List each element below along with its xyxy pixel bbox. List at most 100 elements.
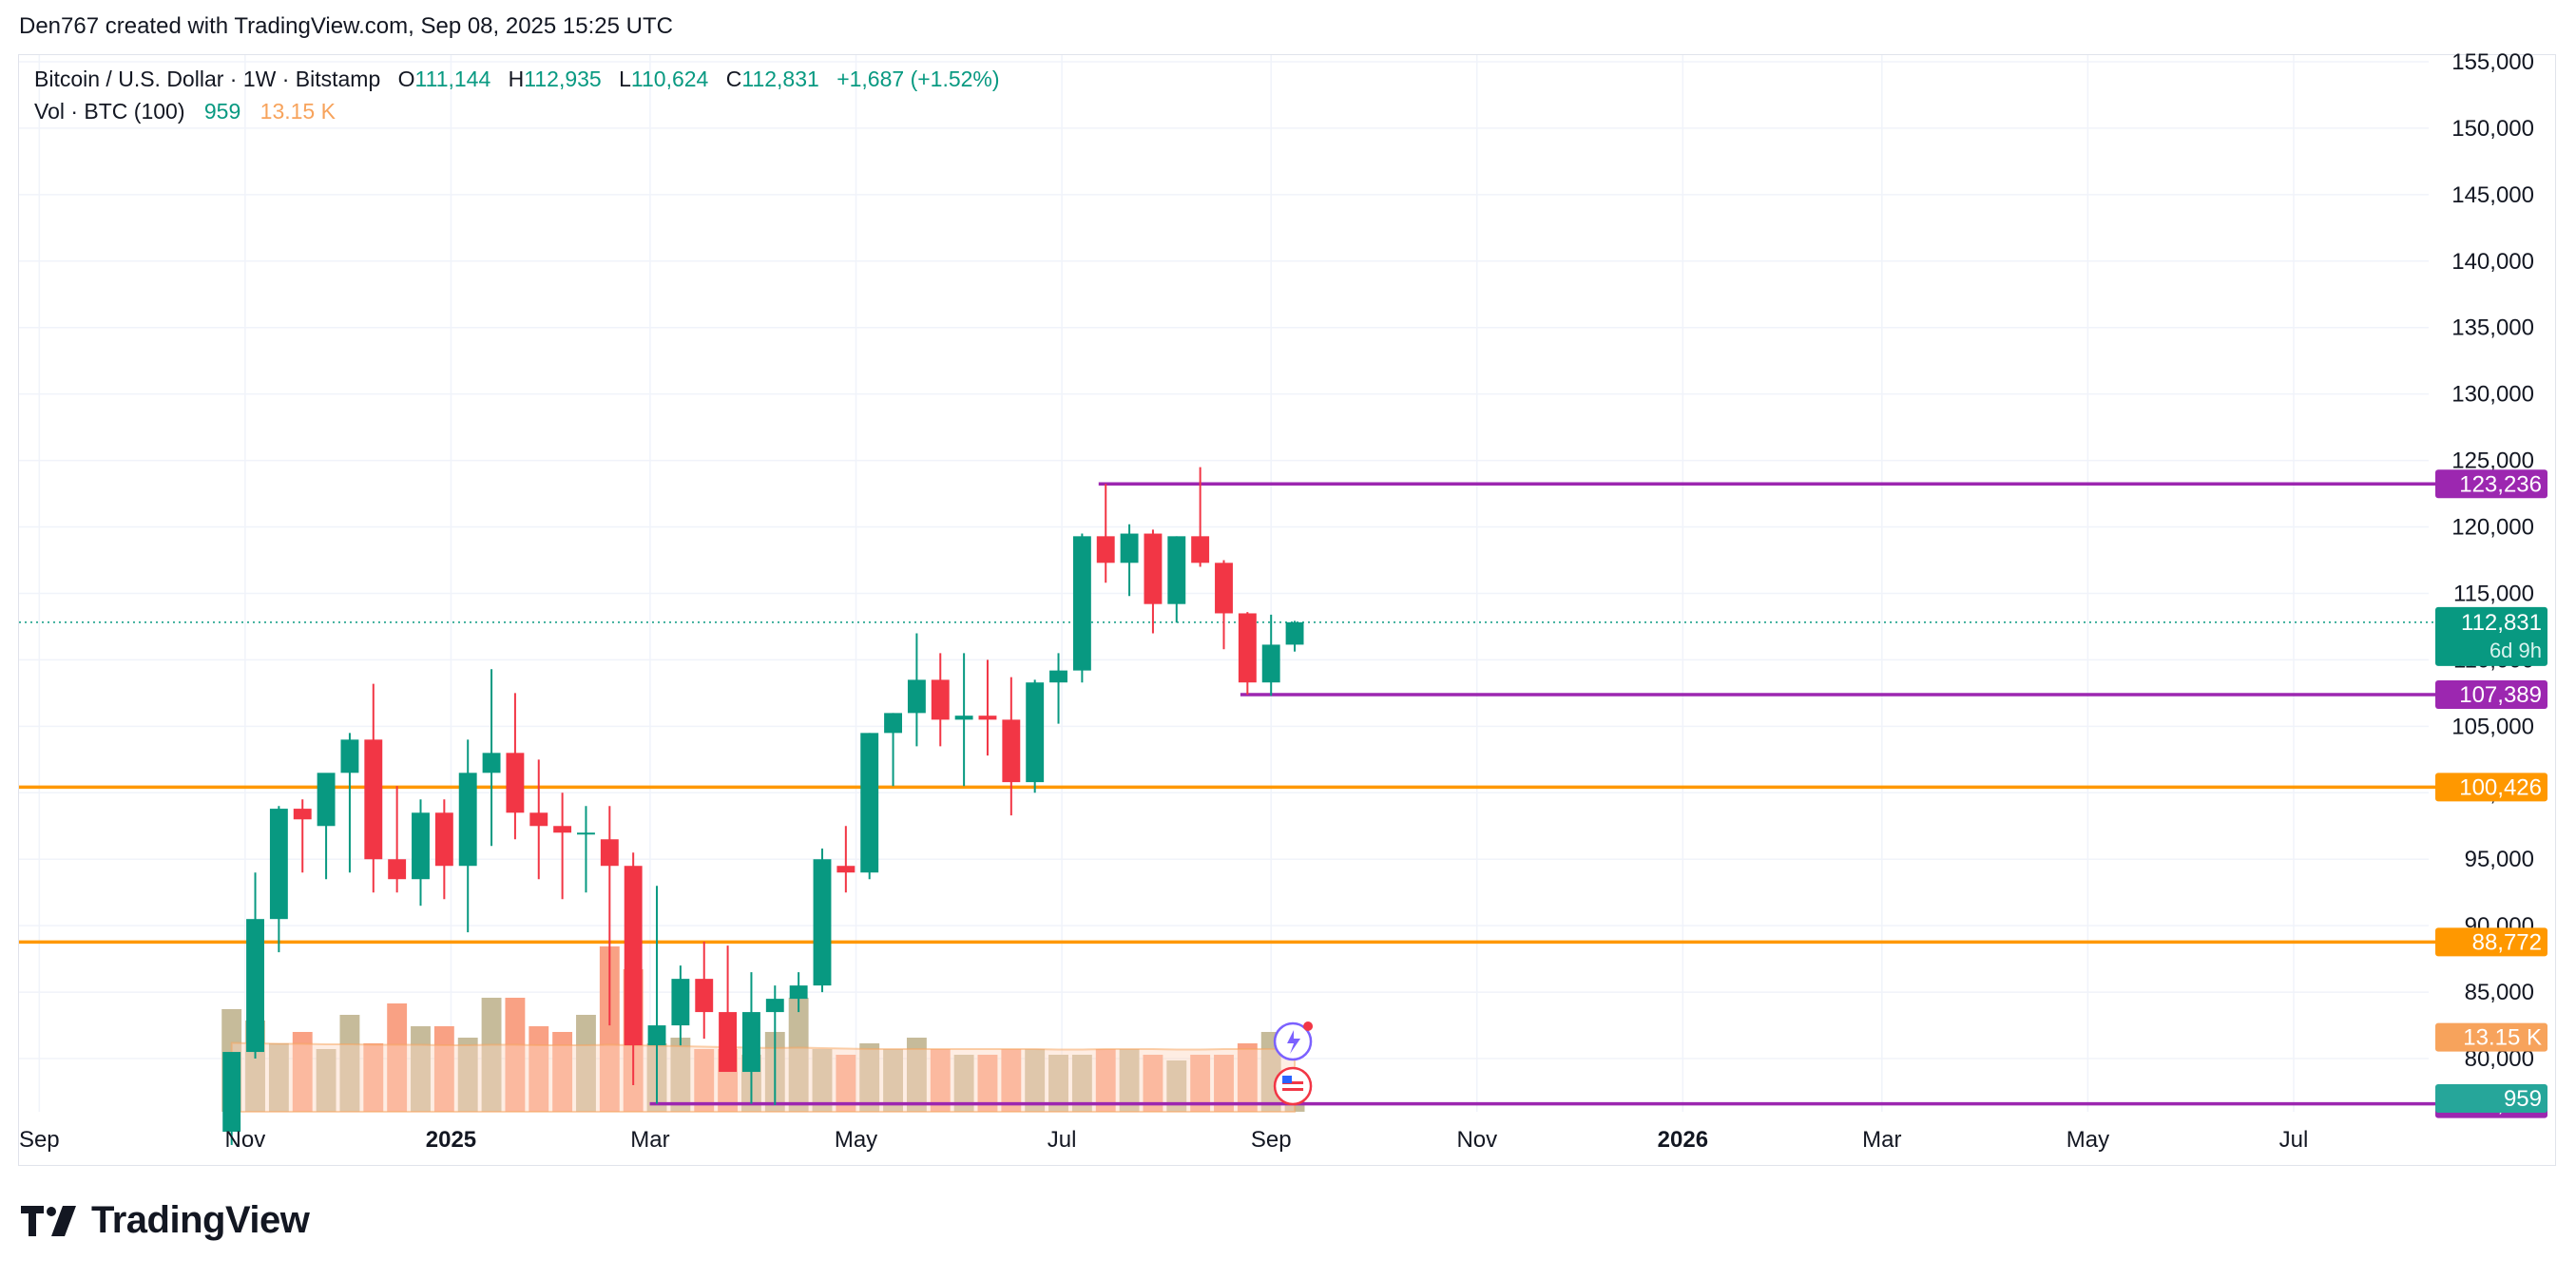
- tradingview-logo-icon: [21, 1205, 76, 1236]
- candle-body[interactable]: [931, 679, 950, 720]
- volume-bar: [433, 1026, 454, 1112]
- volume-badge-label: 959: [2504, 1086, 2542, 1112]
- volume-bar: [363, 1043, 384, 1112]
- level-price-badge-label: 88,772: [2472, 929, 2542, 955]
- price-axis-label: 140,000: [2451, 249, 2534, 275]
- volume-ma-area: [230, 1041, 1297, 1113]
- candle-body[interactable]: [860, 733, 879, 873]
- candle-body[interactable]: [1215, 563, 1233, 614]
- candle-body[interactable]: [600, 839, 619, 867]
- time-axis-label: Sep: [1251, 1127, 1292, 1153]
- candle-body[interactable]: [671, 979, 690, 1026]
- tradingview-logo[interactable]: TradingView: [21, 1199, 310, 1242]
- candle-body[interactable]: [884, 713, 903, 734]
- open-label: O: [397, 67, 415, 91]
- level-price-badge-label: 100,426: [2459, 774, 2542, 800]
- candle-body[interactable]: [695, 979, 714, 1013]
- time-axis-label: Nov: [225, 1127, 266, 1153]
- candle-body[interactable]: [813, 859, 832, 986]
- volume-bar: [457, 1038, 478, 1112]
- candle-body[interactable]: [553, 826, 572, 833]
- candle-body[interactable]: [719, 1012, 738, 1073]
- volume-label: Vol · BTC (100): [34, 99, 185, 124]
- candle-body[interactable]: [1002, 719, 1021, 783]
- candle-body[interactable]: [1261, 644, 1280, 683]
- notification-dot-icon: [1303, 1021, 1314, 1031]
- volume-legend: Vol · BTC (100) 959 13.15 K: [34, 99, 339, 124]
- candle-body[interactable]: [222, 1052, 241, 1132]
- candle-body[interactable]: [1026, 682, 1045, 783]
- candle-body[interactable]: [340, 739, 359, 773]
- candle-body[interactable]: [624, 866, 643, 1046]
- candle-body[interactable]: [364, 739, 383, 860]
- volume-bar: [529, 1026, 549, 1112]
- volume-bar: [505, 998, 526, 1112]
- time-axis-label: Mar: [630, 1127, 669, 1153]
- flag-canton: [1282, 1076, 1293, 1083]
- candle-body[interactable]: [506, 753, 525, 813]
- candle-body[interactable]: [482, 753, 501, 773]
- candle-body[interactable]: [1191, 536, 1210, 563]
- candle-body[interactable]: [412, 812, 430, 880]
- candle-body[interactable]: [269, 809, 288, 920]
- candle-body[interactable]: [1096, 536, 1115, 563]
- candle-body[interactable]: [1120, 533, 1139, 563]
- us-flag-event-icon[interactable]: [1273, 1066, 1313, 1106]
- open-value: 111,144: [414, 67, 491, 91]
- candle-body[interactable]: [907, 679, 926, 714]
- volume-ma-value: 13.15 K: [260, 99, 336, 124]
- candle-body[interactable]: [246, 919, 264, 1053]
- price-axis-label: 150,000: [2451, 116, 2534, 142]
- volume-bar: [316, 1049, 336, 1112]
- candle-body[interactable]: [1144, 533, 1163, 604]
- price-axis-label: 105,000: [2451, 714, 2534, 739]
- candle-body[interactable]: [1238, 613, 1257, 683]
- candle-body[interactable]: [765, 999, 784, 1013]
- volume-badge-label: 13.15 K: [2463, 1025, 2542, 1051]
- lightning-bolt-icon: [1287, 1030, 1301, 1054]
- volume-bar: [1237, 1043, 1258, 1112]
- last-price-badge-label: 112,831: [2461, 610, 2542, 636]
- volume-badge: [2435, 1022, 2547, 1052]
- price-legend: Bitcoin / U.S. Dollar · 1W · Bitstamp O1…: [34, 67, 1004, 92]
- time-axis-label: Jul: [2279, 1127, 2309, 1153]
- level-price-badge-label: 123,236: [2459, 471, 2542, 497]
- candle-body[interactable]: [789, 985, 808, 1000]
- volume-bar: [670, 1038, 691, 1112]
- price-axis-label: 135,000: [2451, 315, 2534, 341]
- candle-body[interactable]: [293, 809, 312, 820]
- attribution: Den767 created with TradingView.com, Sep…: [19, 13, 673, 39]
- candle-body[interactable]: [647, 1025, 666, 1046]
- time-axis-label: Sep: [19, 1127, 60, 1153]
- level-price-badge: [2435, 773, 2547, 802]
- volume-bar: [1048, 1055, 1068, 1112]
- candle-body[interactable]: [1049, 670, 1067, 683]
- candle-body[interactable]: [1285, 621, 1304, 645]
- price-axis-label: 85,000: [2465, 980, 2534, 1005]
- candle-body[interactable]: [434, 812, 453, 867]
- candle-body[interactable]: [529, 812, 548, 827]
- volume-bar: [788, 998, 809, 1112]
- candle-body[interactable]: [1072, 536, 1091, 671]
- flag-stripe: [1282, 1081, 1304, 1084]
- countdown-label: 6d 9h: [2489, 639, 2542, 662]
- candle-body[interactable]: [388, 859, 407, 880]
- candle-body[interactable]: [836, 866, 855, 873]
- flag-stripe: [1282, 1088, 1304, 1091]
- candle-body[interactable]: [317, 773, 336, 827]
- volume-bar: [552, 1032, 573, 1112]
- candle-body[interactable]: [978, 716, 997, 720]
- time-axis-label: May: [835, 1127, 877, 1153]
- volume-bar: [1071, 1055, 1092, 1112]
- volume-bar: [411, 1026, 431, 1112]
- candle-body[interactable]: [577, 832, 595, 835]
- candle-body[interactable]: [458, 773, 477, 867]
- candle-body[interactable]: [954, 716, 973, 720]
- candle-body[interactable]: [741, 1012, 760, 1073]
- close-value: 112,831: [741, 67, 819, 91]
- candle-body[interactable]: [1167, 536, 1186, 604]
- time-axis-label: 2026: [1658, 1127, 1708, 1153]
- volume-bar: [1143, 1055, 1163, 1112]
- low-label: L: [619, 67, 631, 91]
